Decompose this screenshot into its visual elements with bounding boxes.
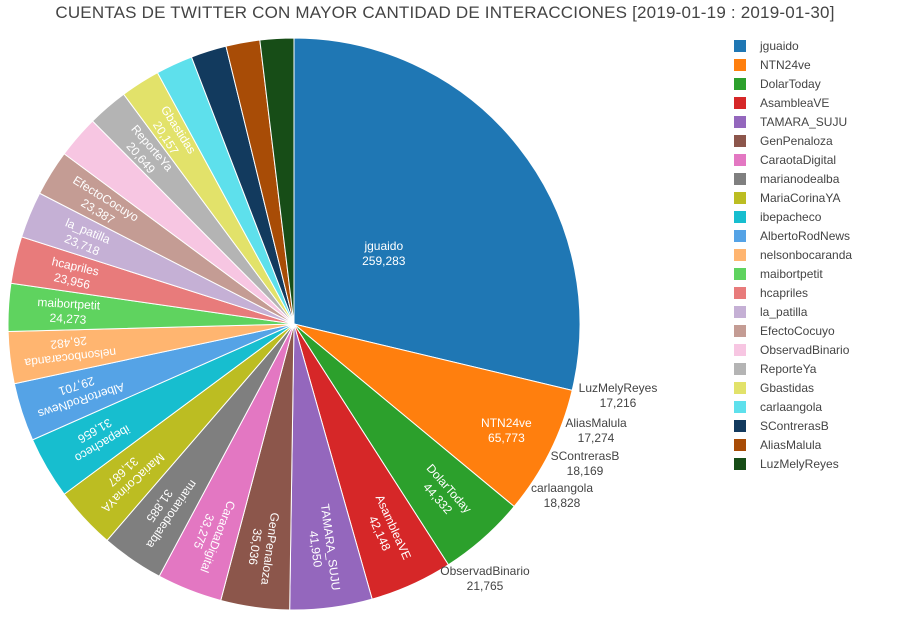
slice-label-ntn24ve: NTN24ve 65,773	[481, 416, 532, 445]
legend-item-reporteya[interactable]: ReporteYa	[734, 359, 852, 378]
slice-label-aliasmalula: AliasMalula 17,274	[565, 416, 627, 445]
legend-swatch	[734, 96, 746, 109]
legend-item-caraotadigital[interactable]: CaraotaDigital	[734, 150, 852, 169]
pie-slice-luzmelyreyes[interactable]	[259, 37, 295, 325]
legend-item-ibepacheco[interactable]: ibepacheco	[734, 207, 852, 226]
legend-item-dolartoday[interactable]: DolarToday	[734, 74, 852, 93]
legend-label: LuzMelyReyes	[760, 456, 839, 471]
legend-label: ObservadBinario	[760, 342, 850, 357]
legend-swatch	[734, 400, 746, 413]
legend-item-genpenaloza[interactable]: GenPenaloza	[734, 131, 852, 150]
legend-swatch	[734, 324, 746, 337]
legend-item-jguaido[interactable]: jguaido	[734, 36, 852, 55]
legend-swatch	[734, 172, 746, 185]
legend-item-nelsonbocaranda[interactable]: nelsonbocaranda	[734, 245, 852, 264]
legend-label: Gbastidas	[760, 380, 815, 395]
legend-item-luzmelyreyes[interactable]: LuzMelyReyes	[734, 454, 852, 473]
legend-item-observadbinario[interactable]: ObservadBinario	[734, 340, 852, 359]
legend-swatch	[734, 229, 746, 242]
legend-label: AliasMalula	[760, 437, 822, 452]
chart-title: CUENTAS DE TWITTER CON MAYOR CANTIDAD DE…	[55, 3, 835, 22]
legend-swatch	[734, 115, 746, 128]
legend-swatch	[734, 210, 746, 223]
slice-label-scontrerasb: SContrerasB 18,169	[551, 449, 620, 478]
legend-swatch	[734, 438, 746, 451]
legend-label: AsambleaVE	[760, 95, 830, 110]
legend-label: ReporteYa	[760, 361, 817, 376]
legend-swatch	[734, 381, 746, 394]
legend: jguaido NTN24ve DolarToday AsambleaVE TAMARA…	[734, 36, 852, 473]
legend-label: carlaangola	[760, 399, 823, 414]
legend-label: maibortpetit	[760, 266, 823, 281]
legend-swatch	[734, 343, 746, 356]
legend-swatch	[734, 286, 746, 299]
legend-item-albertorodnews[interactable]: AlbertoRodNews	[734, 226, 852, 245]
legend-swatch	[734, 362, 746, 375]
legend-item-marianodealba[interactable]: marianodealba	[734, 169, 852, 188]
legend-item-mariacorinaya[interactable]: MariaCorinaYA	[734, 188, 852, 207]
legend-label: jguaido	[760, 38, 799, 53]
legend-label: nelsonbocaranda	[760, 247, 853, 262]
legend-item-efectococuyo[interactable]: EfectoCocuyo	[734, 321, 852, 340]
legend-item-scontrerasb[interactable]: SContrerasB	[734, 416, 852, 435]
slice-label-carlaangola: carlaangola 18,828	[531, 481, 593, 510]
slice-label-luzmelyreyes: LuzMelyReyes 17,216	[579, 381, 658, 410]
legend-swatch	[734, 419, 746, 432]
pie-slice-jguaido[interactable]	[293, 37, 581, 391]
legend-label: DolarToday	[760, 76, 821, 91]
legend-item-la-patilla[interactable]: la_patilla	[734, 302, 852, 321]
legend-label: GenPenaloza	[760, 133, 833, 148]
legend-swatch	[734, 457, 746, 470]
legend-swatch	[734, 267, 746, 280]
legend-swatch	[734, 134, 746, 147]
slice-label-maibortpetit: maibortpetit24,273	[36, 295, 101, 328]
slice-label-observadbinario: ObservadBinario 21,765	[440, 564, 530, 593]
pie-slice-ntn24ve[interactable]	[293, 323, 573, 508]
legend-swatch	[734, 305, 746, 318]
legend-label: marianodealba	[760, 171, 840, 186]
legend-item-hcapriles[interactable]: hcapriles	[734, 283, 852, 302]
legend-item-ntn24ve[interactable]: NTN24ve	[734, 55, 852, 74]
legend-label: EfectoCocuyo	[760, 323, 835, 338]
legend-swatch	[734, 248, 746, 261]
legend-label: SContrerasB	[760, 418, 829, 433]
legend-swatch	[734, 77, 746, 90]
legend-swatch	[734, 39, 746, 52]
legend-swatch	[734, 191, 746, 204]
legend-label: TAMARA_SUJU	[760, 114, 848, 129]
legend-label: la_patilla	[760, 304, 808, 319]
legend-item-maibortpetit[interactable]: maibortpetit	[734, 264, 852, 283]
legend-label: hcapriles	[760, 285, 809, 300]
legend-item-gbastidas[interactable]: Gbastidas	[734, 378, 852, 397]
legend-label: NTN24ve	[760, 57, 811, 72]
legend-label: CaraotaDigital	[760, 152, 837, 167]
legend-swatch	[734, 153, 746, 166]
legend-swatch	[734, 58, 746, 71]
legend-item-carlaangola[interactable]: carlaangola	[734, 397, 852, 416]
legend-item-asambleave[interactable]: AsambleaVE	[734, 93, 852, 112]
legend-item-tamara-suju[interactable]: TAMARA_SUJU	[734, 112, 852, 131]
legend-item-aliasmalula[interactable]: AliasMalula	[734, 435, 852, 454]
slice-label-jguaido: jguaido 259,283	[362, 239, 406, 268]
legend-label: ibepacheco	[760, 209, 822, 224]
pie-slices	[7, 37, 581, 611]
legend-label: MariaCorinaYA	[760, 190, 841, 205]
legend-label: AlbertoRodNews	[760, 228, 851, 243]
